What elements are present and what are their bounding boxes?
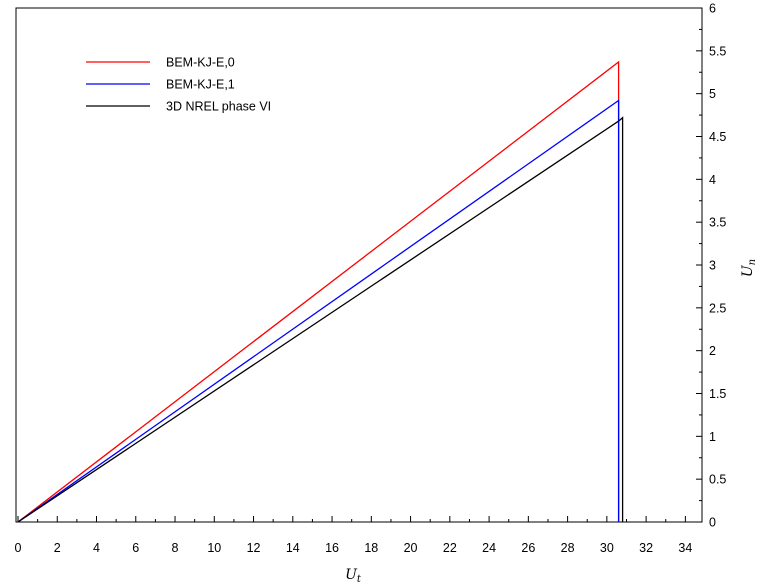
y-tick-label: 2 (709, 344, 716, 358)
y-tick-label: 6 (709, 2, 716, 16)
y-axis: 0 0.5 1 1.5 2 2.5 3 3.5 4 4.5 5 5.5 6 (696, 2, 726, 530)
x-tick-label: 18 (364, 541, 378, 555)
x-tick-label: 12 (247, 541, 261, 555)
x-tick-label: 0 (15, 541, 22, 555)
y-tick-label: 0.5 (709, 473, 726, 487)
x-tick-label: 24 (482, 541, 496, 555)
x-tick-label: 22 (443, 541, 457, 555)
y-tick-label: 0 (709, 516, 716, 530)
x-tick-label: 28 (561, 541, 575, 555)
legend-label: BEM-KJ-E,1 (166, 78, 235, 92)
x-axis: 0 2 4 6 8 10 12 14 16 18 20 22 24 26 28 30 32 34 (15, 516, 692, 555)
series-layer (17, 60, 624, 523)
x-tick-label: 32 (639, 541, 653, 555)
x-tick-label: 14 (286, 541, 300, 555)
y-tick-label: 1.5 (709, 387, 726, 401)
series-line-1 (17, 99, 620, 523)
x-tick-label: 34 (678, 541, 692, 555)
y-tick-label: 3.5 (709, 216, 726, 230)
legend: BEM-KJ-E,0 BEM-KJ-E,1 3D NREL phase VI (86, 56, 271, 114)
series-line-2 (17, 116, 624, 523)
series-line-0 (17, 60, 620, 523)
legend-label: 3D NREL phase VI (166, 100, 271, 114)
y-tick-label: 2.5 (709, 301, 726, 315)
legend-label: BEM-KJ-E,0 (166, 56, 235, 70)
x-tick-label: 8 (172, 541, 179, 555)
y-axis-title: Un (740, 259, 758, 277)
x-tick-label: 20 (404, 541, 418, 555)
x-tick-label: 26 (521, 541, 535, 555)
x-tick-label: 2 (54, 541, 61, 555)
x-tick-label: 4 (93, 541, 100, 555)
y-tick-label: 4.5 (709, 130, 726, 144)
x-tick-label: 10 (207, 541, 221, 555)
y-tick-label: 3 (709, 259, 716, 273)
x-tick-label: 16 (325, 541, 339, 555)
x-tick-label: 30 (600, 541, 614, 555)
x-tick-label: 6 (132, 541, 139, 555)
y-tick-label: 4 (709, 173, 716, 187)
x-axis-title: Ut (345, 567, 362, 584)
y-tick-label: 5 (709, 87, 716, 101)
y-tick-label: 5.5 (709, 44, 726, 58)
y-tick-label: 1 (709, 430, 716, 444)
